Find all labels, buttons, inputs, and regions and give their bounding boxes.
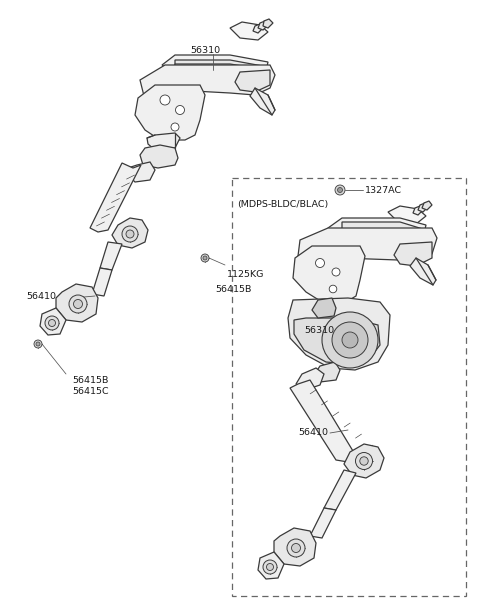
Text: 1327AC: 1327AC	[365, 186, 402, 195]
Polygon shape	[175, 60, 268, 71]
Circle shape	[122, 226, 138, 242]
Text: 56415C: 56415C	[72, 387, 108, 396]
Polygon shape	[250, 88, 275, 115]
Polygon shape	[253, 24, 263, 33]
Polygon shape	[290, 380, 356, 462]
Circle shape	[263, 560, 277, 574]
Circle shape	[332, 322, 368, 358]
Polygon shape	[112, 218, 148, 248]
Polygon shape	[258, 552, 284, 579]
Polygon shape	[324, 470, 356, 510]
Polygon shape	[162, 55, 268, 80]
Polygon shape	[230, 22, 268, 40]
Circle shape	[322, 312, 378, 368]
Polygon shape	[90, 163, 141, 232]
Text: 56310: 56310	[304, 326, 334, 335]
Circle shape	[201, 254, 209, 262]
Polygon shape	[128, 162, 155, 182]
Circle shape	[126, 230, 134, 238]
Polygon shape	[135, 85, 205, 140]
Polygon shape	[418, 203, 428, 212]
Polygon shape	[56, 284, 98, 322]
Polygon shape	[140, 145, 178, 168]
Bar	[232, 178, 466, 596]
Polygon shape	[314, 362, 340, 382]
Circle shape	[332, 268, 340, 276]
Circle shape	[48, 320, 56, 326]
Polygon shape	[258, 21, 268, 30]
Text: 56410: 56410	[298, 428, 328, 437]
Circle shape	[34, 340, 42, 348]
Polygon shape	[140, 65, 275, 100]
Polygon shape	[100, 242, 122, 270]
Polygon shape	[40, 308, 66, 335]
Circle shape	[203, 256, 207, 260]
Circle shape	[69, 295, 87, 313]
Polygon shape	[328, 218, 426, 244]
Polygon shape	[413, 206, 423, 215]
Circle shape	[171, 123, 179, 131]
Polygon shape	[274, 528, 316, 566]
Polygon shape	[296, 368, 324, 390]
Text: (MDPS-BLDC/BLAC): (MDPS-BLDC/BLAC)	[237, 200, 328, 209]
Circle shape	[266, 563, 274, 571]
Circle shape	[36, 342, 40, 346]
Text: 1125KG: 1125KG	[227, 270, 264, 279]
Polygon shape	[310, 508, 336, 538]
Polygon shape	[294, 318, 380, 364]
Polygon shape	[410, 258, 436, 285]
Polygon shape	[263, 19, 273, 28]
Polygon shape	[235, 70, 270, 92]
Polygon shape	[293, 246, 365, 302]
Circle shape	[73, 300, 83, 309]
Polygon shape	[175, 64, 268, 74]
Polygon shape	[342, 222, 426, 236]
Text: 56415B: 56415B	[215, 285, 252, 294]
Circle shape	[360, 457, 368, 465]
Polygon shape	[92, 268, 112, 296]
Circle shape	[287, 539, 305, 557]
Text: 56310: 56310	[190, 46, 220, 55]
Circle shape	[337, 188, 343, 192]
Polygon shape	[147, 133, 180, 150]
Circle shape	[329, 285, 337, 293]
Text: 56415B: 56415B	[72, 376, 108, 385]
Text: 56410: 56410	[26, 292, 56, 301]
Circle shape	[342, 332, 358, 348]
Polygon shape	[344, 444, 384, 478]
Circle shape	[291, 543, 300, 552]
Polygon shape	[312, 298, 336, 318]
Circle shape	[160, 95, 170, 105]
Circle shape	[356, 452, 372, 470]
Polygon shape	[388, 206, 426, 224]
Circle shape	[315, 258, 324, 267]
Polygon shape	[394, 242, 432, 266]
Circle shape	[176, 105, 184, 114]
Polygon shape	[298, 228, 437, 262]
Circle shape	[335, 185, 345, 195]
Circle shape	[45, 316, 59, 330]
Polygon shape	[422, 201, 432, 210]
Polygon shape	[288, 298, 390, 370]
